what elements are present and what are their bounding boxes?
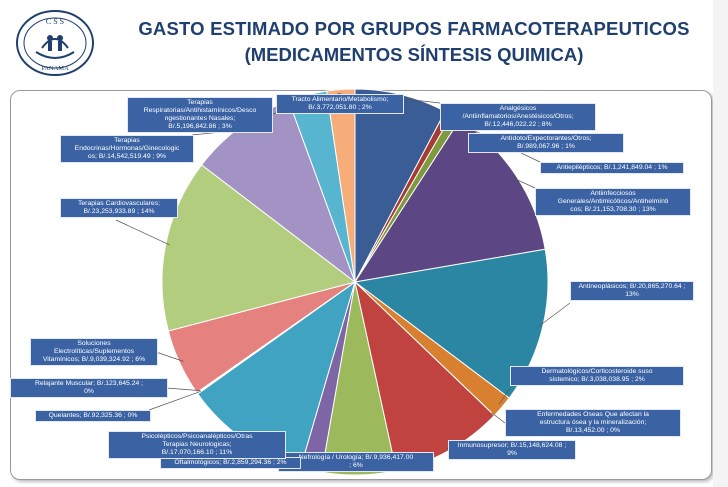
data-label: Enfermedades Oseas Que afectan la estruc… (505, 409, 681, 437)
leader-line (148, 390, 201, 411)
logo-text-bottom: PANAMA (41, 65, 69, 72)
leader-line (155, 351, 184, 362)
header: C S S PANAMA GASTO ESTIMADO POR GRUPOS F… (0, 0, 728, 82)
window-scrollbar[interactable] (713, 0, 728, 487)
data-label: Antiinfecciosos Generales/Antimicóticos/… (535, 188, 691, 216)
pie-slice (161, 164, 357, 332)
css-panama-logo: C S S PANAMA (14, 8, 96, 78)
leader-line (115, 219, 170, 246)
leader-line (165, 387, 201, 391)
data-label: Antineoplásicos; B/.20,865,270.64 ; 13% (570, 281, 694, 301)
pie-slice (353, 248, 549, 399)
leader-line (491, 412, 506, 424)
data-label: Antiepilépticos; B/.1,241,849.04 ; 1% (540, 162, 684, 174)
leader-line (538, 302, 571, 327)
data-label: Psicolépticos/Psicoanalépticos/Otras Ter… (108, 431, 286, 459)
data-label: Soluciones Electrolíticas/Suplementos Vi… (30, 338, 158, 366)
logo-text-top: C S S (46, 17, 64, 26)
data-label: Relajante Muscular; B/.123,645.24 ; 0% (10, 378, 168, 398)
pie-slice (326, 88, 356, 283)
data-label: Inmunosupresor; B/.15,148,624.08 ; 9% (448, 440, 576, 460)
data-label: Antídoto/Expectorantes/Otros; B/.989,067… (468, 133, 624, 153)
data-label: Nefrología / Urología; B/.9,936,417.00 ;… (278, 452, 434, 472)
data-label: Terapias Respiratorias/Antihistamínicos/… (127, 97, 273, 133)
data-label: Tracto Alimentario/Metabolismo; B/.3,772… (276, 94, 404, 114)
page-title-line1: GASTO ESTIMADO POR GRUPOS FARMACOTERAPEU… (138, 18, 690, 39)
data-label: Analgésicos /Antiinflamatorios/Anestésic… (440, 103, 596, 131)
leader-line (498, 387, 511, 405)
data-label: Quelantes; B/.92,325.36 ; 0% (35, 410, 151, 422)
leader-line (400, 98, 441, 104)
page-title-line2: (MEDICAMENTOS SÍNTESIS QUIMICA) (244, 44, 584, 65)
leader-line (512, 177, 536, 189)
data-label: Terapias Endocrinas/Hormonas/Ginecologic… (60, 135, 194, 163)
data-label: Terapias Cardiovasculares; B/.23,253,933… (60, 198, 178, 218)
leader-line (447, 446, 449, 451)
data-label: Dermatológicos/Corticosteroide suso sist… (510, 366, 684, 386)
